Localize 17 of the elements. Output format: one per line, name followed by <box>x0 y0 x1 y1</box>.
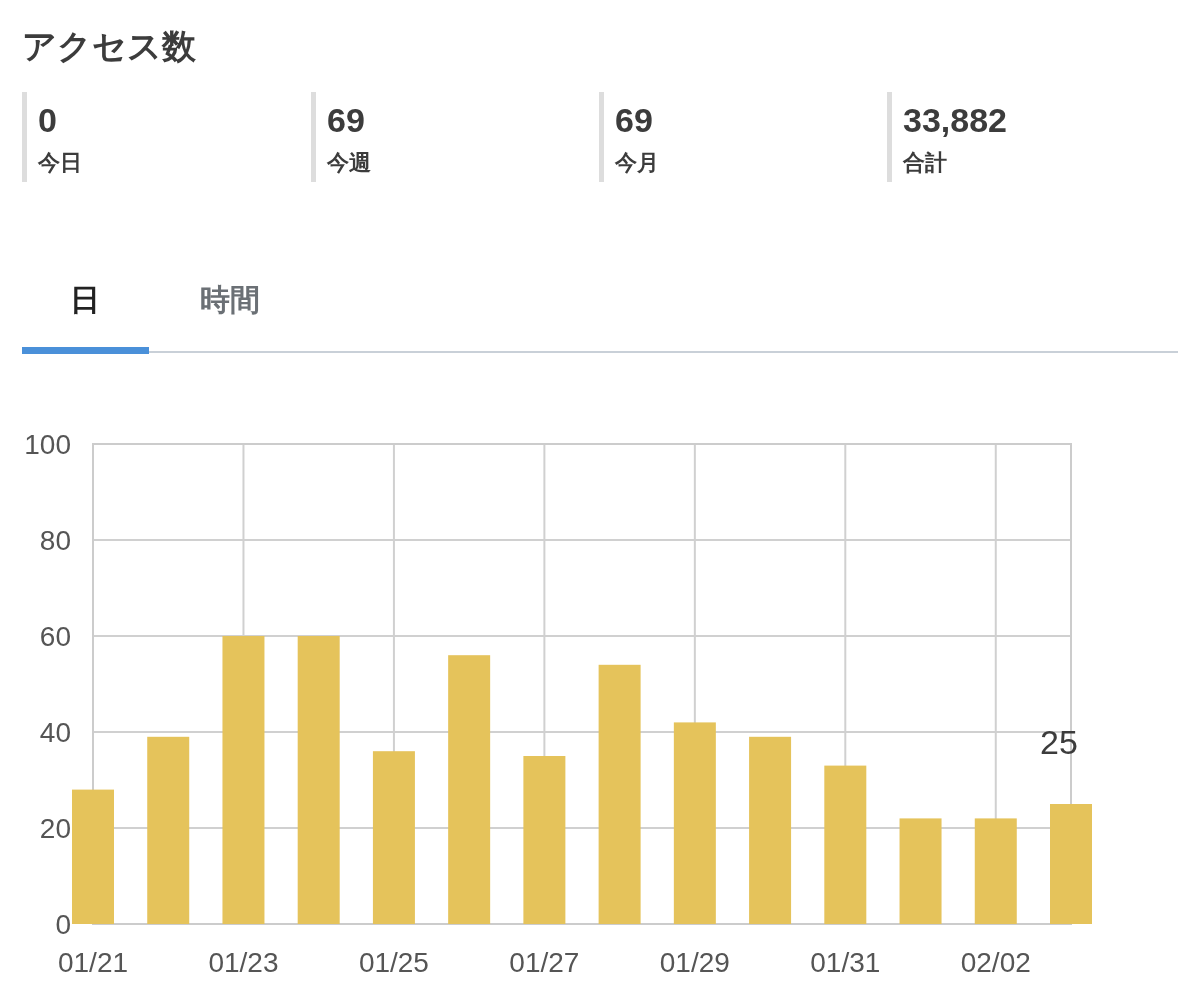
y-tick-label: 20 <box>39 813 71 844</box>
text: 時間 <box>200 283 260 316</box>
text: 日 <box>70 283 100 316</box>
data-label: 25 <box>1040 723 1078 761</box>
y-tick-label: 40 <box>39 717 71 748</box>
chart-title: アクセス数 <box>22 27 197 65</box>
y-tick-label: 100 <box>24 429 71 460</box>
x-tick-label: 02/02 <box>960 947 1031 978</box>
y-tick-label: 60 <box>39 621 71 652</box>
x-tick-label: 01/25 <box>358 947 429 978</box>
y-tick-label: 0 <box>55 909 71 940</box>
y-tick-label: 80 <box>39 525 71 556</box>
x-tick-label: 01/31 <box>810 947 881 978</box>
x-tick-label: 01/21 <box>57 947 129 978</box>
x-tick-label: 01/23 <box>208 947 279 978</box>
x-tick-label: 01/29 <box>659 947 730 978</box>
x-tick-label: 01/27 <box>509 947 580 978</box>
